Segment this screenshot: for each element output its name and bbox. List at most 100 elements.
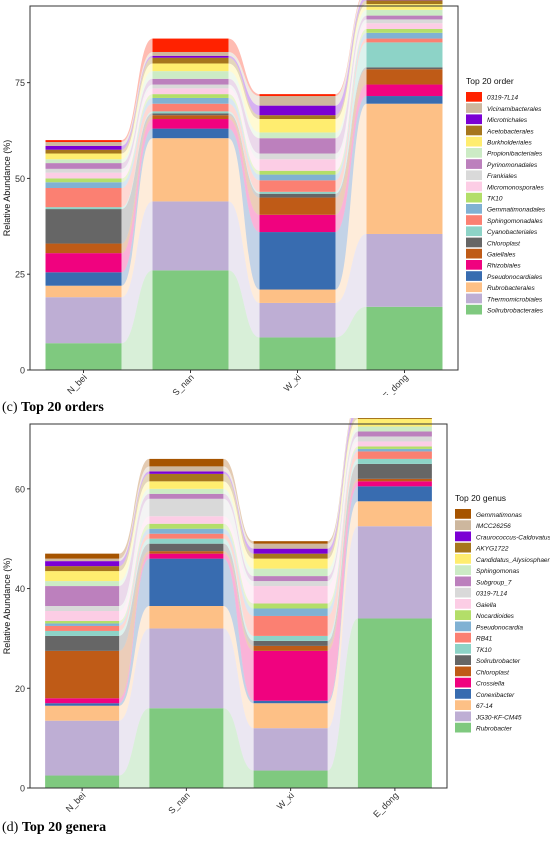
orders-bar-sphingomonadales-n-bei <box>45 188 122 208</box>
genus-chart-panel: 0 20 40 60 Relative Abundance (%) N_bei S_nan W… <box>0 418 550 841</box>
orders-flow-tk10-1 <box>121 94 153 183</box>
genera-bar-pseudonocardia-s-nan <box>149 528 224 534</box>
orders-legend-swatch-thermomicrobiales <box>466 293 482 304</box>
genera-legend-label-sphingomonas: Sphingomonas <box>476 568 520 575</box>
orders-legend-swatch-rubrobacterales <box>466 282 482 293</box>
genera-flow-rubrobacter-1 <box>119 708 150 788</box>
orders-legend-swatch-rhizobiales <box>466 260 482 270</box>
orders-bar-vicinamibacterales-s-nan <box>152 51 229 56</box>
genera-legend-swatch-rb41 <box>455 632 471 643</box>
genera-bar-solirubrobacter-w-xi <box>253 640 328 646</box>
genera-bar-imcc26256-n-bei <box>45 558 120 562</box>
orders-bar-pseudonocardiales-w-xi <box>259 232 336 290</box>
genera-flow-sphingomonas-3 <box>327 426 358 577</box>
genera-legend-swatch-craurococcus-caldovatus <box>455 531 471 542</box>
orders-legend-label-thermomicrobiales: Thermomicrobiales <box>487 296 543 303</box>
genera-flow-subgroup-7-2 <box>223 493 254 582</box>
genera-flow-gaiella-2 <box>223 516 254 604</box>
orders-bar-chloroplast-n-bei <box>45 209 122 244</box>
orders-bar-rhizobiales-w-xi <box>259 214 336 233</box>
genera-bar-crossiella-e-dong <box>357 481 432 487</box>
genera-flow-gaiella-1 <box>119 516 150 621</box>
orders-bar-acetobacterales-w-xi <box>259 115 336 120</box>
orders-bar-gaiellales-w-xi <box>259 197 336 215</box>
orders-legend-label-sphingomonadales: Sphingomonadales <box>487 218 543 225</box>
genera-flow-rb41-2 <box>223 533 254 636</box>
orders-bar-thermomicrobiales-e-dong <box>366 233 443 307</box>
genera-flow-candidatus-alysiosphaera-3 <box>327 419 358 569</box>
orders-bars <box>45 0 443 370</box>
genera-legend-label-pseudonocardia: Pseudonocardia <box>476 624 523 631</box>
genera-bar-rb41-e-dong <box>357 451 432 459</box>
orders-legend-label-acetobacterales: Acetobacterales <box>486 128 534 135</box>
genera-legend-swatch-chloroplast <box>455 666 471 677</box>
genera-bar-subgroup-7-e-dong <box>357 431 432 437</box>
orders-flow-vicinamibacterales-2 <box>228 51 260 106</box>
orders-bar-acetobacterales-s-nan <box>152 57 229 64</box>
orders-bar-tk10-w-xi <box>259 170 336 175</box>
genera-legend-label-tk10: TK10 <box>476 647 492 654</box>
orders-bar-microtrichales-n-bei <box>45 145 122 150</box>
orders-flow-sphingomonadales-2 <box>228 103 260 192</box>
orders-flow-gemmatimonadales-2 <box>228 97 260 181</box>
orders-bar-propionibacteriales-n-bei <box>45 159 122 164</box>
genera-bar-subgroup-7-w-xi <box>253 576 328 582</box>
genera-bar-conexibacter-s-nan <box>149 558 224 606</box>
genera-legend-swatch-candidatus-alysiosphaera <box>455 554 471 564</box>
order-chart-panel: 0 25 50 75 Relative Abundance (%) N_bei S_nan W… <box>0 0 550 395</box>
genera-ytick-label-40: 40 <box>15 584 25 594</box>
genera-flow-gemmatimonas-2 <box>223 458 254 544</box>
genera-flow-tk10-1 <box>119 538 150 636</box>
orders-bar-chloroplast-e-dong <box>366 67 443 70</box>
genera-flow-chloroplast-1 <box>119 551 150 699</box>
orders-bar-thermomicrobiales-w-xi <box>259 302 336 338</box>
genera-xtick-label-n-bei: N_bei <box>64 790 88 814</box>
orders-bar-propionibacteriales-e-dong <box>366 9 443 16</box>
genera-flow-rubrobacter-3 <box>327 618 358 788</box>
genera-legend-swatch-crossiella <box>455 677 471 688</box>
genera-bar-nocardioides-s-nan <box>149 523 224 529</box>
orders-flow-0319-7l14-3 <box>335 0 361 97</box>
genera-flows <box>119 418 358 788</box>
genera-bar-sphingomonas-w-xi <box>253 568 328 577</box>
genera-bar-craurococcus-caldovatus-s-nan <box>149 471 224 474</box>
orders-bar-sphingomonadales-s-nan <box>152 103 229 112</box>
orders-bar-sphingomonadales-w-xi <box>259 180 336 192</box>
genera-bar-jg30-kf-cm45-s-nan <box>149 628 224 709</box>
genera-bar-akyg1722-n-bei <box>45 566 120 572</box>
genera-bar-nocardioides-n-bei <box>45 620 120 624</box>
orders-flow-pyrinomonadales-2 <box>228 78 260 154</box>
orders-bar-pyrinomonadales-e-dong <box>366 15 443 20</box>
genera-legend-label-gaiella: Gaiella <box>476 602 497 609</box>
orders-flow-0319-7l14-1 <box>121 38 153 143</box>
genera-flow-craurococcus-caldovatus-1 <box>119 471 150 567</box>
genera-bar-rb41-s-nan <box>149 533 224 539</box>
orders-flow-cyanobacteriales-2 <box>228 111 260 194</box>
orders-flow-chloroplast-3 <box>335 67 367 198</box>
orders-flow-micromonosporales-3 <box>335 23 367 171</box>
orders-flow-microtrichales-2 <box>228 55 260 116</box>
orders-bar-cyanobacteriales-n-bei <box>45 207 122 210</box>
genera-bar-pseudonocardia-w-xi <box>253 608 328 616</box>
genera-bar-craurococcus-caldovatus-n-bei <box>45 561 120 567</box>
genera-xtick-label-e-dong: E_dong <box>371 790 400 819</box>
orders-bar-cyanobacteriales-w-xi <box>259 191 336 194</box>
genera-legend-swatch-pseudonocardia <box>455 621 471 632</box>
orders-bar-rhizobiales-s-nan <box>152 119 229 129</box>
orders-bar-rubrobacterales-s-nan <box>152 138 229 202</box>
orders-flow-gaiellales-3 <box>335 69 367 215</box>
orders-legend-swatch-0319-7l14 <box>466 92 482 102</box>
genera-bar-rb41-w-xi <box>253 615 328 636</box>
genera-bar-gaiella-e-dong <box>357 441 432 447</box>
orders-legend-label-gemmatimonadales: Gemmatimonadales <box>487 207 546 214</box>
orders-bar-microtrichales-s-nan <box>152 55 229 58</box>
orders-bar-pseudonocardiales-n-bei <box>45 272 122 286</box>
genera-flow-gaiella-3 <box>327 441 358 604</box>
orders-bar-rubrobacterales-n-bei <box>45 285 122 298</box>
orders-flow-pseudonocardiales-3 <box>335 96 367 290</box>
genera-legend-swatch-imcc26256 <box>455 520 471 530</box>
genera-bar-jg30-kf-cm45-w-xi <box>253 728 328 771</box>
genera-bar-craurococcus-caldovatus-w-xi <box>253 548 328 554</box>
orders-flow-acetobacterales-2 <box>228 57 260 120</box>
orders-bar-pyrinomonadales-s-nan <box>152 78 229 85</box>
